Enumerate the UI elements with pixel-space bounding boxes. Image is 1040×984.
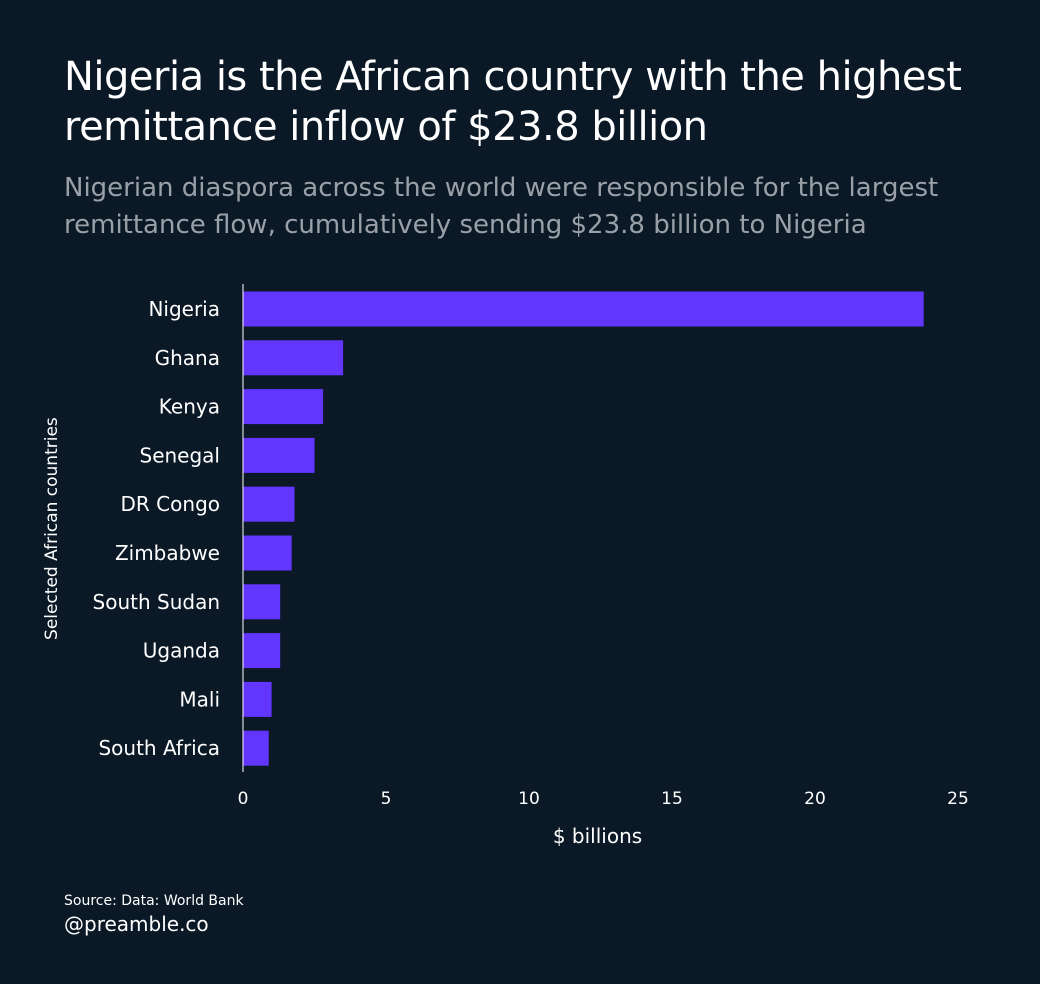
brand-handle: @preamble.co [64, 912, 209, 936]
bar-senegal [243, 437, 315, 473]
category-label: Senegal [140, 443, 221, 467]
x-tick-labels-group: 0 5 10 15 20 25 [238, 789, 969, 809]
bar-nigeria [243, 291, 924, 327]
x-tick-label: 20 [804, 789, 826, 809]
category-labels-group: Nigeria Ghana Kenya Senegal DR Congo Zimbabwe… [93, 297, 220, 760]
source-note: Source: Data: World Bank [64, 893, 244, 909]
category-label: Ghana [155, 346, 220, 370]
x-tick-label: 5 [381, 789, 392, 809]
category-label: South Sudan [93, 590, 220, 614]
x-axis-title: $ billions [553, 824, 642, 848]
y-axis-title: Selected African countries [42, 417, 62, 640]
bar-chart: Nigeria Ghana Kenya Senegal DR Congo Zimbabwe… [42, 284, 969, 848]
chart-subtitle: Nigerian diaspora across the world were … [64, 173, 939, 240]
category-label: DR Congo [121, 492, 220, 516]
x-tick-label: 0 [238, 789, 249, 809]
bar-uganda [243, 633, 281, 669]
x-tick-label: 25 [947, 789, 969, 809]
bar-ghana [243, 340, 344, 376]
bar-south-africa [243, 730, 269, 766]
x-tick-label: 15 [661, 789, 683, 809]
category-label: Kenya [159, 395, 220, 419]
bars-group [243, 291, 924, 766]
category-label: Nigeria [148, 297, 220, 321]
category-label: South Africa [98, 736, 220, 760]
bar-dr-congo [243, 486, 295, 522]
bar-zimbabwe [243, 535, 292, 571]
bar-kenya [243, 389, 324, 425]
category-label: Mali [179, 687, 220, 711]
x-tick-label: 10 [518, 789, 540, 809]
bar-mali [243, 681, 272, 717]
category-label: Zimbabwe [115, 541, 220, 565]
chart-title: Nigeria is the African country with the … [64, 54, 962, 150]
bar-south-sudan [243, 584, 281, 620]
category-label: Uganda [143, 639, 220, 663]
